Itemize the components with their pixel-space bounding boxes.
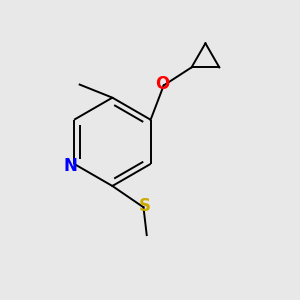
Text: S: S (138, 197, 150, 215)
Text: O: O (155, 75, 169, 93)
Text: N: N (63, 157, 77, 175)
